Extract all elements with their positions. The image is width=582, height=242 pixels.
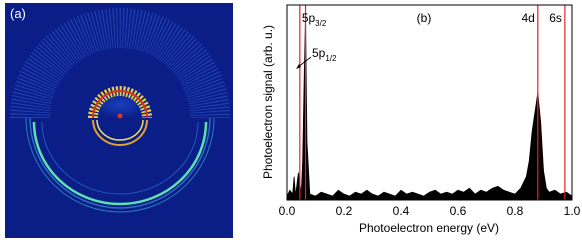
x-tick-label: 1.0 bbox=[564, 204, 581, 218]
spectrum-area bbox=[286, 14, 573, 201]
vmi-image: (a) bbox=[5, 3, 233, 238]
x-tick-label: 0.2 bbox=[336, 204, 353, 218]
center-spot bbox=[117, 113, 123, 119]
ring bbox=[25, 117, 215, 213]
reference-label-text: 6s bbox=[549, 11, 562, 25]
reference-label: 5p1/2 bbox=[312, 46, 337, 63]
reference-label-text: 4d bbox=[521, 11, 534, 25]
x-tick-label: 0.6 bbox=[450, 204, 467, 218]
x-axis-label: Photoelectron energy (eV) bbox=[359, 221, 499, 235]
ring bbox=[29, 117, 211, 209]
panel-label: (b) bbox=[417, 11, 432, 25]
plot-frame bbox=[286, 4, 573, 201]
reference-label: 5p3/2 bbox=[302, 11, 327, 28]
plot bbox=[286, 5, 573, 201]
panel-label: (a) bbox=[10, 6, 26, 21]
inner-ring bbox=[96, 119, 144, 141]
x-tick-label: 0.8 bbox=[507, 204, 524, 218]
x-tick-label: 0.0 bbox=[279, 204, 296, 218]
reference-label-text: 5p bbox=[302, 11, 316, 25]
noise-ring bbox=[10, 8, 230, 119]
inner-ring bbox=[92, 119, 148, 146]
inner-ring bbox=[92, 90, 148, 119]
reference-label-subscript: 1/2 bbox=[325, 54, 337, 63]
reference-label-subscript: 3/2 bbox=[315, 19, 327, 28]
ring bbox=[32, 121, 208, 206]
arrow-head bbox=[296, 64, 301, 69]
y-axis-label: Photoelectron signal (arb. u.) bbox=[261, 25, 275, 179]
reference-label: 6s bbox=[549, 11, 562, 25]
annotation-arrow bbox=[297, 56, 312, 68]
x-tick-label: 0.4 bbox=[393, 204, 410, 218]
reference-label: 4d bbox=[521, 11, 534, 25]
ring bbox=[41, 121, 199, 195]
reference-label-text: 5p bbox=[312, 46, 326, 60]
